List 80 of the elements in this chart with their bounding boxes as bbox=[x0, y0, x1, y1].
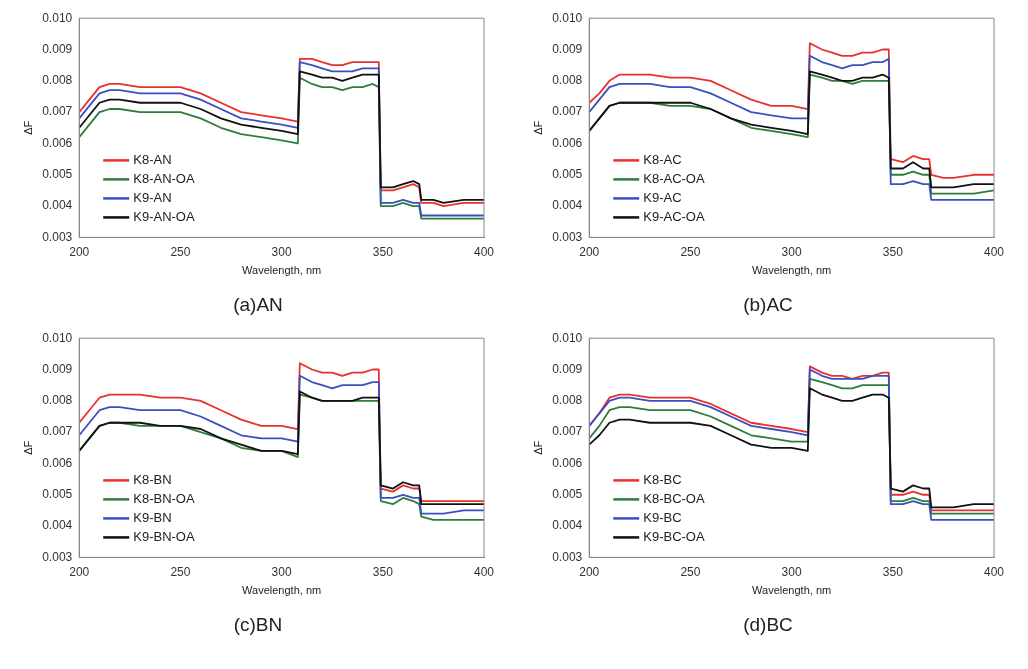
x-axis-title: Wavelength, nm bbox=[752, 264, 832, 277]
y-axis-title: ΔF bbox=[531, 120, 544, 135]
x-tick-label: 300 bbox=[781, 564, 802, 579]
y-tick-label: 0.007 bbox=[552, 424, 583, 439]
legend-label: K9-AN bbox=[133, 189, 172, 205]
y-tick-label: 0.010 bbox=[552, 10, 583, 25]
x-axis-title: Wavelength, nm bbox=[242, 584, 322, 597]
text: (d)BC bbox=[743, 614, 793, 636]
x-tick-label: 400 bbox=[473, 564, 495, 579]
legend-label: K9-BC bbox=[643, 509, 682, 525]
y-tick-label: 0.005 bbox=[552, 487, 583, 502]
legend-label: K8-AC-OA bbox=[643, 170, 705, 186]
x-axis-title: Wavelength, nm bbox=[242, 264, 322, 277]
x-tick-label: 250 bbox=[680, 564, 701, 579]
x-tick-label: 200 bbox=[69, 564, 90, 579]
text: (b)AC bbox=[743, 294, 793, 316]
x-tick-label: 350 bbox=[882, 564, 904, 579]
y-tick-label: 0.004 bbox=[42, 518, 73, 533]
legend-label: K9-BN bbox=[133, 509, 172, 525]
y-tick-label: 0.004 bbox=[42, 198, 73, 213]
y-tick-label: 0.008 bbox=[42, 393, 73, 408]
x-tick-label: 300 bbox=[271, 244, 292, 259]
y-tick-label: 0.009 bbox=[552, 361, 583, 376]
legend-label: K9-AN-OA bbox=[133, 208, 195, 224]
y-tick-label: 0.003 bbox=[42, 229, 73, 244]
legend-label: K9-BC-OA bbox=[643, 528, 705, 544]
legend-label: K8-BN-OA bbox=[133, 490, 195, 506]
x-tick-label: 400 bbox=[473, 244, 495, 259]
text: (c)BN bbox=[233, 614, 283, 636]
x-tick-label: 350 bbox=[372, 244, 394, 259]
y-tick-label: 0.003 bbox=[552, 549, 583, 564]
x-tick-label: 400 bbox=[983, 564, 1005, 579]
legend-label: K9-AC-OA bbox=[643, 208, 705, 224]
y-tick-label: 0.007 bbox=[42, 104, 73, 119]
y-axis-title: ΔF bbox=[531, 440, 544, 455]
text: (a)AN bbox=[233, 294, 283, 316]
y-tick-label: 0.008 bbox=[552, 73, 583, 88]
y-tick-label: 0.005 bbox=[42, 487, 73, 502]
x-axis-title: Wavelength, nm bbox=[752, 584, 832, 597]
x-tick-label: 400 bbox=[983, 244, 1005, 259]
y-tick-label: 0.009 bbox=[42, 41, 73, 56]
y-tick-label: 0.008 bbox=[42, 73, 73, 88]
y-tick-label: 0.006 bbox=[552, 455, 583, 470]
y-axis-title: ΔF bbox=[21, 120, 34, 135]
x-tick-label: 200 bbox=[579, 244, 600, 259]
x-tick-label: 300 bbox=[271, 564, 292, 579]
y-tick-label: 0.006 bbox=[42, 135, 73, 150]
y-tick-label: 0.003 bbox=[42, 549, 73, 564]
x-tick-label: 200 bbox=[579, 564, 600, 579]
x-tick-label: 350 bbox=[372, 564, 394, 579]
y-tick-label: 0.004 bbox=[552, 198, 583, 213]
y-tick-label: 0.004 bbox=[552, 518, 583, 533]
x-tick-label: 250 bbox=[680, 244, 701, 259]
y-tick-label: 0.006 bbox=[552, 135, 583, 150]
y-tick-label: 0.009 bbox=[552, 41, 583, 56]
legend-label: K8-BN bbox=[133, 471, 172, 487]
legend-label: K9-BN-OA bbox=[133, 528, 195, 544]
y-tick-label: 0.003 bbox=[552, 229, 583, 244]
y-tick-label: 0.009 bbox=[42, 361, 73, 376]
y-tick-label: 0.010 bbox=[42, 10, 73, 25]
y-tick-label: 0.010 bbox=[42, 330, 73, 345]
x-tick-label: 300 bbox=[781, 244, 802, 259]
y-tick-label: 0.008 bbox=[552, 393, 583, 408]
y-tick-label: 0.007 bbox=[42, 424, 73, 439]
y-tick-label: 0.010 bbox=[552, 330, 583, 345]
legend-label: K8-AC bbox=[643, 151, 682, 167]
legend-label: K8-AN bbox=[133, 151, 172, 167]
y-tick-label: 0.007 bbox=[552, 104, 583, 119]
y-tick-label: 0.005 bbox=[42, 167, 73, 182]
legend-label: K9-AC bbox=[643, 189, 682, 205]
x-tick-label: 250 bbox=[170, 244, 191, 259]
x-tick-label: 200 bbox=[69, 244, 90, 259]
legend-label: K8-AN-OA bbox=[133, 170, 195, 186]
legend-label: K8-BC bbox=[643, 471, 682, 487]
y-tick-label: 0.006 bbox=[42, 455, 73, 470]
y-tick-label: 0.005 bbox=[552, 167, 583, 182]
x-tick-label: 350 bbox=[882, 244, 904, 259]
y-axis-title: ΔF bbox=[21, 440, 34, 455]
x-tick-label: 250 bbox=[170, 564, 191, 579]
legend-label: K8-BC-OA bbox=[643, 490, 705, 506]
